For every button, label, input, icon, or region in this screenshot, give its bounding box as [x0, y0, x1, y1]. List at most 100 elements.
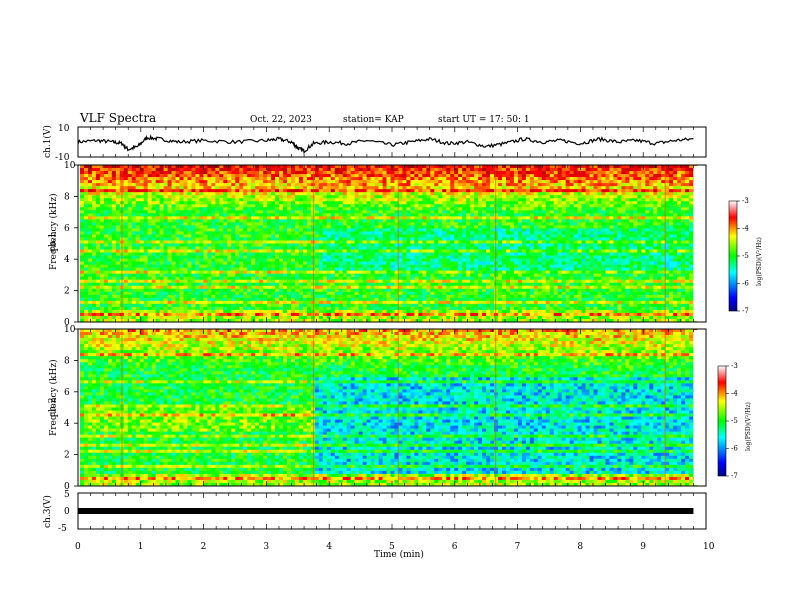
spectrogram-cell [334, 189, 340, 193]
spectrogram-cell [545, 246, 551, 250]
spectrogram-cell [143, 252, 148, 256]
spectrogram-cell [657, 183, 662, 187]
spectrogram-cell [637, 204, 642, 208]
spectrogram-cell [637, 195, 642, 199]
spectrogram-cell [195, 216, 200, 220]
spectrogram-cell [155, 237, 160, 241]
spectrogram-cell [585, 231, 590, 235]
spectrogram-cell [107, 177, 113, 181]
spectrogram-cell [251, 183, 256, 187]
spectrogram-cell [306, 165, 312, 169]
spectrogram-cell [287, 192, 292, 196]
spectrogram-cell [283, 204, 288, 208]
spectrogram-cell [191, 225, 196, 229]
spectrogram-cell [577, 174, 582, 178]
spectrogram-cell [334, 252, 340, 256]
spectrogram-cell [649, 213, 654, 217]
spectrogram-cell [430, 249, 435, 253]
spectrogram-cell [557, 198, 562, 202]
spectrogram-cell [541, 180, 547, 184]
spectrogram-cell [370, 168, 375, 172]
spectrogram-cell [195, 222, 200, 226]
spectrogram-cell [394, 210, 399, 214]
spectrogram-cell [394, 219, 399, 223]
spectrogram-cell [147, 168, 152, 172]
spectrogram-cell [378, 180, 383, 184]
spectrogram-cell [243, 201, 248, 205]
spectrogram-cell [394, 192, 399, 196]
spectrogram-cell [275, 204, 280, 208]
spectrogram-cell [382, 180, 387, 184]
spectrogram-cell [275, 228, 280, 232]
spectrogram-cell [613, 222, 618, 226]
spectrogram-cell [243, 225, 248, 229]
spectrogram-cell [239, 195, 244, 199]
spectrogram-cell [653, 240, 658, 244]
spectrogram-cell [255, 168, 260, 172]
spectrogram-cell [199, 204, 204, 208]
spectrogram-cell [649, 207, 654, 211]
spectrogram-cell [358, 252, 363, 256]
spectrogram-cell [366, 258, 371, 262]
spectrogram-cell [239, 255, 244, 259]
spectrogram-cell [573, 240, 578, 244]
spectrogram-cell [418, 195, 423, 199]
spectrogram-cell [314, 201, 320, 205]
spectrogram-cell [111, 237, 117, 241]
spectrogram-cell [513, 216, 519, 220]
spectrogram-cell [601, 186, 606, 190]
spectrogram-cell [513, 192, 519, 196]
spectrogram-cell [350, 174, 355, 178]
spectrogram-cell [259, 219, 264, 223]
spectrogram-cell [613, 255, 618, 259]
spectrogram-cell [171, 177, 176, 181]
spectrogram-cell [621, 201, 626, 205]
spectrogram-cell [462, 216, 467, 220]
spectrogram-cell [673, 171, 678, 175]
spectrogram-cell [414, 216, 419, 220]
spectrogram-cell [127, 243, 133, 247]
spectrogram-cell [438, 183, 443, 187]
spectrogram-cell [649, 228, 654, 232]
spectrogram-cell [442, 207, 447, 211]
spectrogram-cell [557, 237, 562, 241]
spectrogram-cell [326, 198, 332, 202]
spectrogram-cell [338, 186, 344, 190]
spectrogram-cell [450, 237, 455, 241]
spectrogram-cell [382, 231, 387, 235]
spectrogram-cell [474, 213, 479, 217]
spectrogram-cell [553, 255, 559, 259]
spectrogram-cell [462, 177, 467, 181]
spectrogram-cell [87, 255, 93, 259]
spectrogram-cell [661, 207, 666, 211]
spectrogram-cell [283, 255, 288, 259]
spectrogram-cell [474, 243, 479, 247]
spectrogram-cell [557, 213, 562, 217]
spectrogram-cell [537, 216, 543, 220]
spectrogram-cell [139, 249, 144, 253]
spectrogram-cell [398, 210, 403, 214]
spectrogram-cell [601, 201, 606, 205]
spectrogram-cell [661, 204, 666, 208]
spectrogram-cell [338, 168, 344, 172]
spectrogram-cell [346, 171, 351, 175]
spectrogram-cell [549, 177, 555, 181]
spectrogram-cell [271, 216, 276, 220]
spectrogram-cell [171, 204, 176, 208]
spectrogram-cell [211, 204, 216, 208]
spectrogram-cell [458, 252, 463, 256]
spectrogram-cell [561, 186, 566, 190]
spectrogram-cell [641, 204, 646, 208]
spectrogram-cell [111, 234, 117, 238]
spectrogram-cell [565, 192, 570, 196]
spectrogram-cell [80, 204, 85, 208]
spectrogram-cell [418, 228, 423, 232]
spectrogram-cell [533, 246, 539, 250]
spectrogram-cell [521, 174, 527, 178]
spectrogram-cell [458, 195, 463, 199]
spectrogram-cell [478, 192, 483, 196]
spectrogram-cell [609, 249, 614, 253]
spectrogram-cell [685, 210, 690, 214]
spectrogram-cell [211, 231, 216, 235]
spectrogram-cell [593, 168, 598, 172]
